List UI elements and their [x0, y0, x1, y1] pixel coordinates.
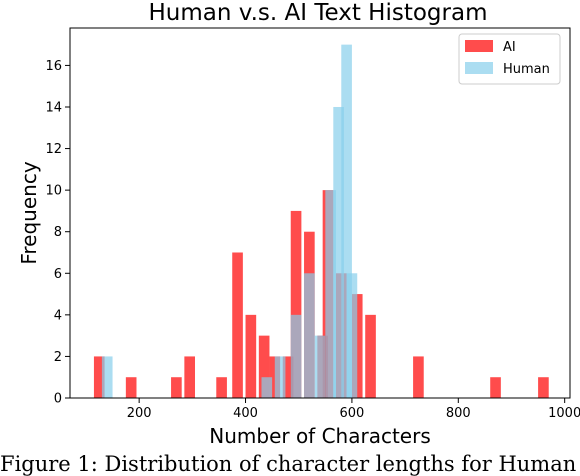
bar-ai: [282, 356, 294, 398]
bar-ai: [232, 252, 243, 398]
y-tick-label: 6: [54, 267, 62, 282]
bar-human: [304, 273, 315, 398]
bar-ai: [93, 356, 105, 398]
bar-ai: [490, 377, 501, 398]
bar-ai: [125, 377, 137, 398]
y-tick-label: 0: [54, 392, 62, 407]
bar-human: [341, 44, 352, 398]
x-axis-ticks: 200 400 600 800 1000: [127, 398, 580, 421]
legend-label-human: Human: [503, 62, 550, 77]
bar-ai: [290, 210, 302, 398]
y-tick-label: 12: [45, 142, 62, 157]
y-axis-ticks: 0 2 4 6 8 10 12 14 16: [45, 59, 70, 407]
bar-ai: [245, 314, 257, 398]
x-tick-label: 400: [233, 406, 258, 421]
bar-human: [333, 106, 344, 399]
bar-ai: [365, 314, 376, 398]
bar-ai: [171, 377, 182, 398]
x-tick-label: 800: [446, 406, 471, 421]
bar-human: [290, 314, 302, 398]
bar-human: [314, 335, 326, 398]
bar-human: [261, 377, 273, 398]
x-tick-label: 200: [127, 406, 152, 421]
bar-human: [101, 356, 113, 398]
bar-human: [346, 273, 358, 398]
figure-caption: Figure 1: Distribution of character leng…: [0, 452, 577, 476]
x-axis-label: Number of Characters: [209, 424, 431, 448]
series-human: [101, 44, 358, 399]
bars-layer: [93, 44, 549, 399]
y-axis-label: Frequency: [17, 161, 41, 264]
y-tick-label: 16: [45, 59, 62, 74]
bar-human: [274, 356, 286, 398]
bar-ai: [258, 335, 270, 398]
x-tick-label: 600: [340, 406, 365, 421]
y-tick-label: 10: [45, 184, 62, 199]
bar-human: [325, 190, 336, 398]
plot-frame: [69, 27, 571, 399]
legend-label-ai: AI: [503, 40, 516, 55]
y-tick-label: 2: [54, 350, 62, 365]
x-tick-label: 1000: [548, 406, 580, 421]
y-tick-label: 4: [54, 308, 62, 323]
bar-ai: [413, 356, 424, 398]
bar-ai: [216, 377, 227, 398]
legend-swatch-ai: [465, 40, 493, 52]
bar-ai: [184, 356, 195, 398]
chart-title: Human v.s. AI Text Histogram: [149, 0, 488, 26]
legend-swatch-human: [465, 62, 493, 74]
y-tick-label: 8: [54, 225, 62, 240]
legend: AI Human: [458, 33, 561, 85]
bar-ai: [538, 377, 549, 398]
y-tick-label: 14: [45, 100, 62, 115]
